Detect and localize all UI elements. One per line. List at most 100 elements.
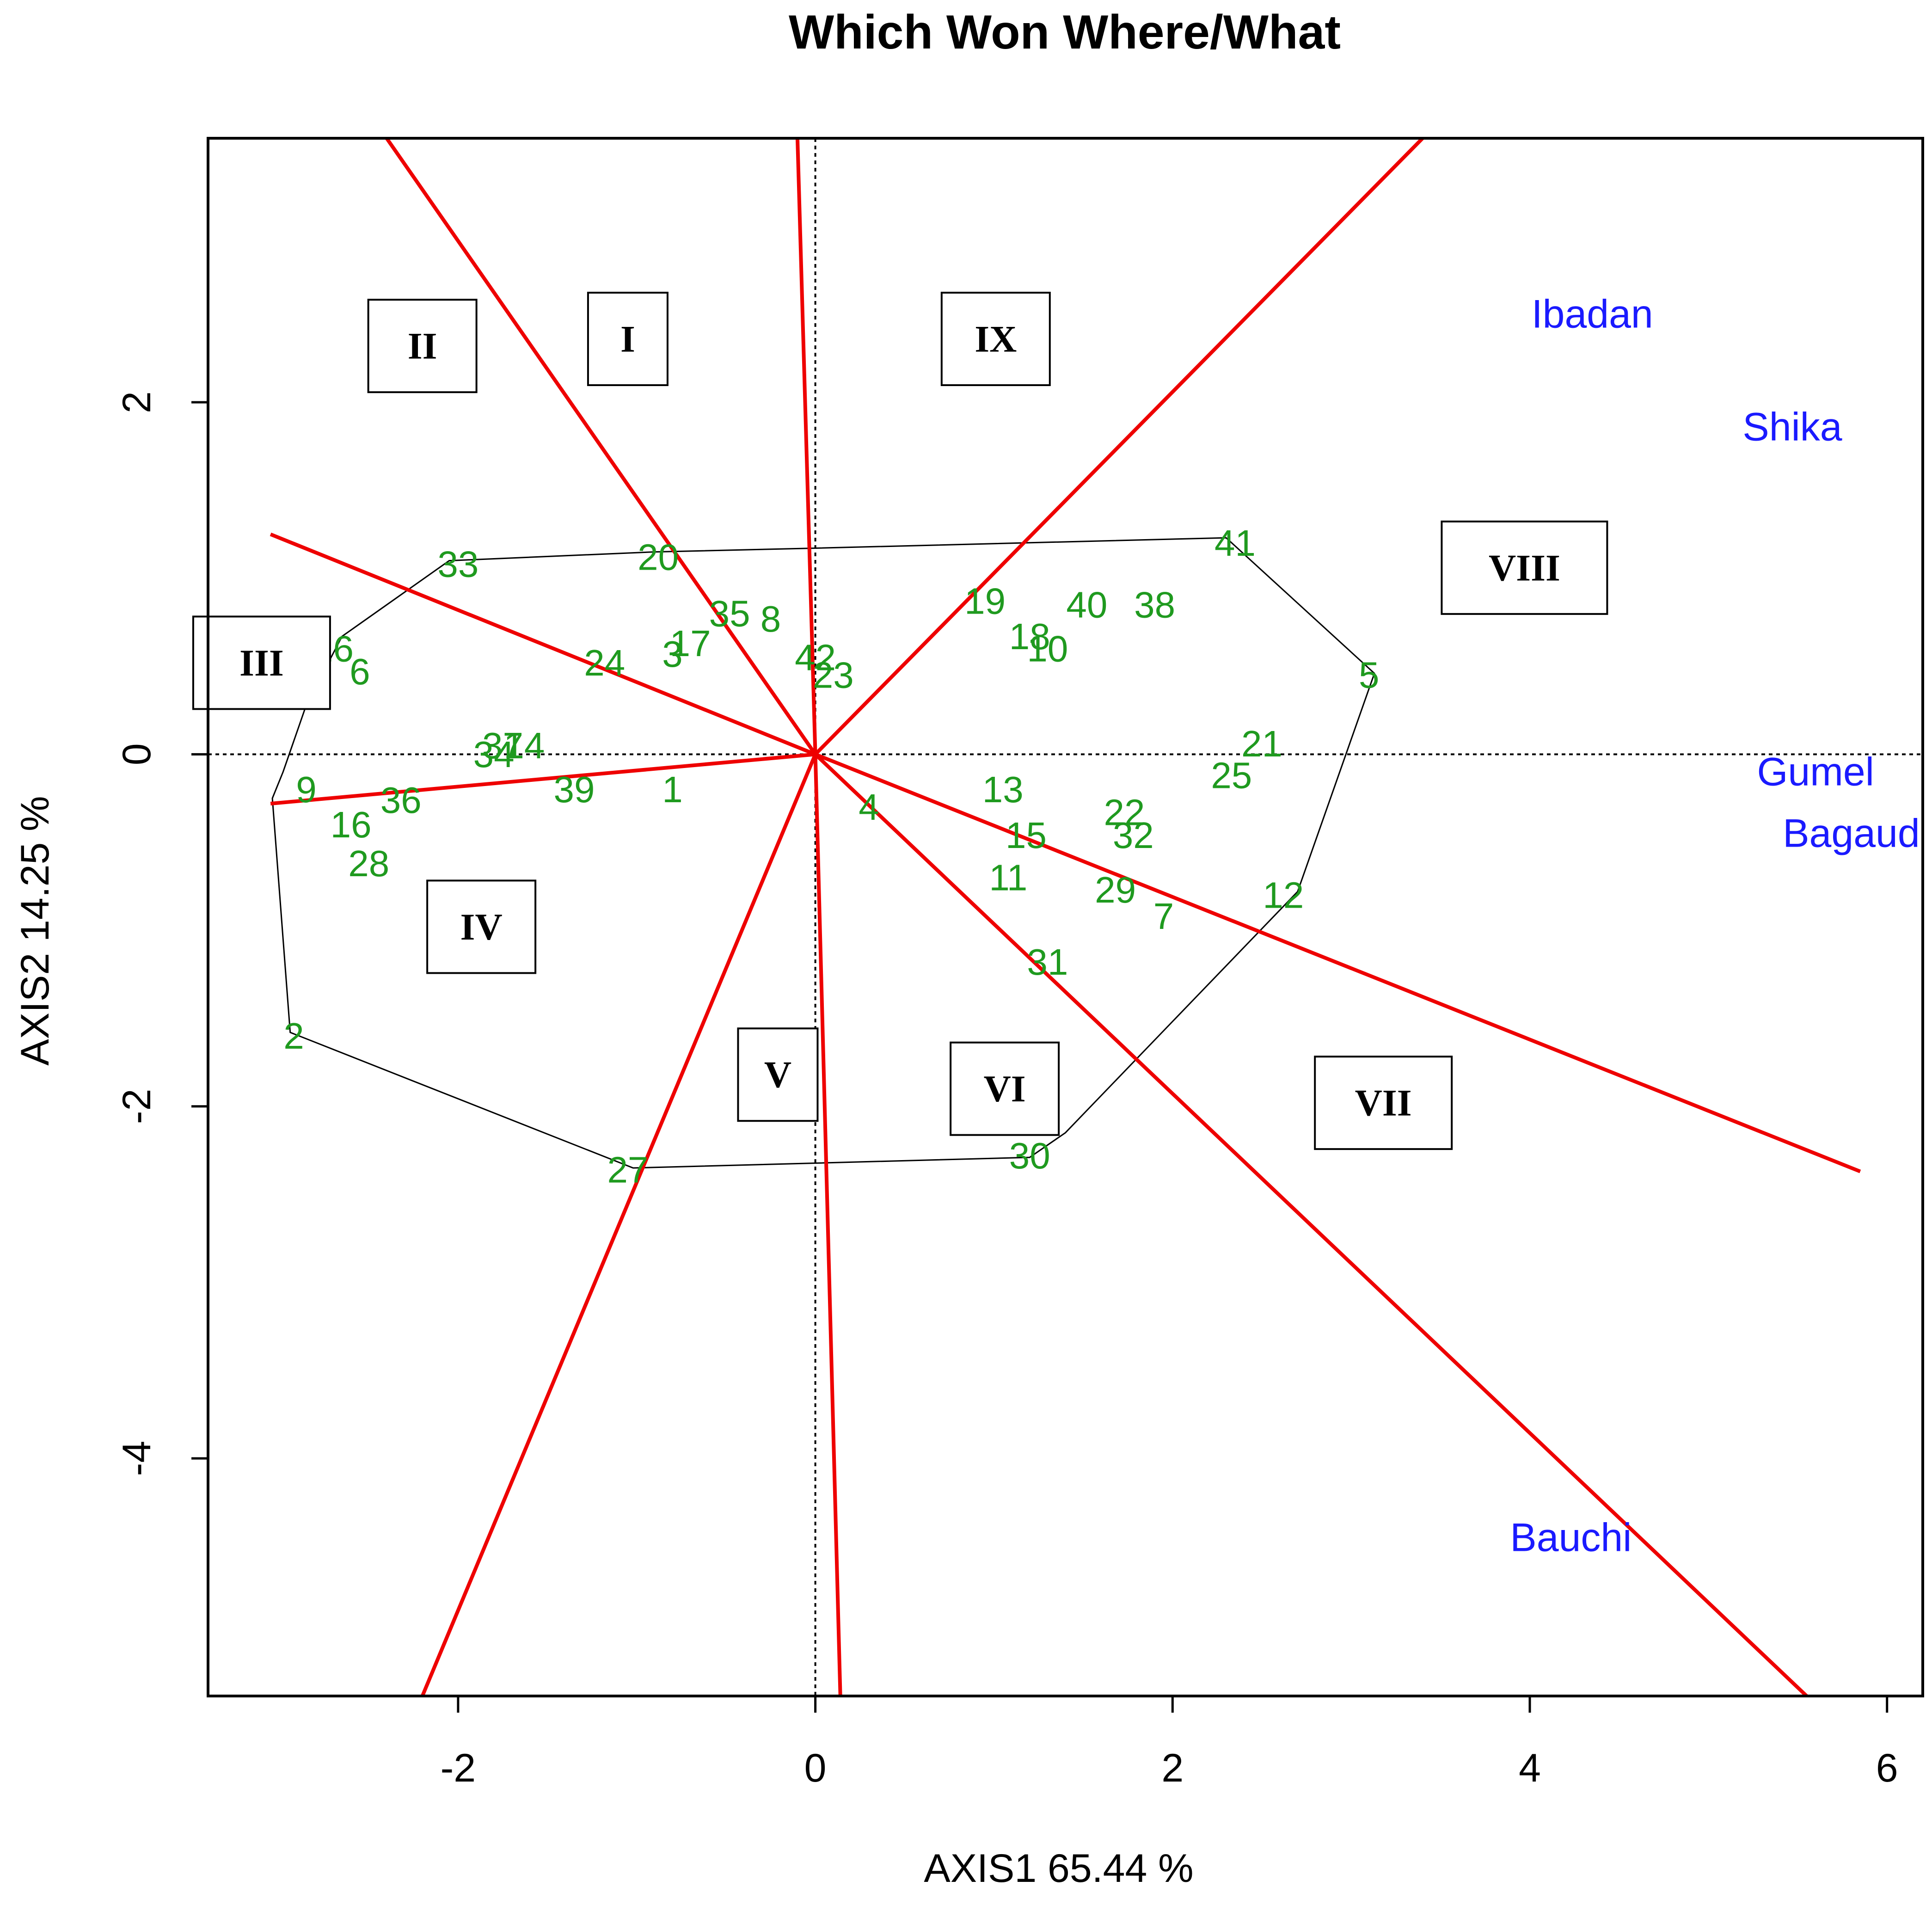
genotype-label-5: 5 bbox=[1359, 655, 1380, 696]
sector-box-border bbox=[940, 291, 1051, 386]
genotype-label-11: 11 bbox=[989, 857, 1027, 898]
genotype-label-16: 16 bbox=[331, 804, 372, 845]
x-axis: -2 0 2 4 6 bbox=[441, 1696, 1898, 1790]
sector-box-border bbox=[1441, 520, 1608, 615]
sector-box-vi: VI bbox=[950, 1041, 1060, 1136]
genotype-label-13: 13 bbox=[982, 769, 1024, 810]
sector-box-ii: II bbox=[367, 299, 478, 393]
genotype-label-39: 39 bbox=[554, 769, 595, 810]
genotype-label-22: 22 bbox=[1104, 792, 1145, 833]
genotype-label-10: 10 bbox=[1027, 628, 1068, 669]
sector-box-viii: VIII bbox=[1441, 520, 1608, 615]
sector-label-viii: VIII bbox=[1489, 547, 1560, 589]
hull-polygon bbox=[271, 537, 1375, 1169]
sector-label-iv: IV bbox=[460, 906, 503, 948]
sector-box-iii: III bbox=[192, 615, 331, 710]
genotype-label-37: 37 bbox=[482, 725, 523, 766]
convex-hull bbox=[271, 537, 1375, 1169]
y-tick-label: 2 bbox=[115, 391, 159, 413]
genotype-label-35: 35 bbox=[709, 593, 750, 634]
genotype-label-23: 23 bbox=[813, 655, 854, 696]
sector-label-iii: III bbox=[239, 642, 284, 684]
x-tick-label: 4 bbox=[1519, 1746, 1541, 1790]
sector-box-i: I bbox=[587, 291, 669, 386]
plot-frame bbox=[207, 137, 1924, 1697]
genotype-label-21: 21 bbox=[1241, 723, 1282, 764]
genotype-label-38: 38 bbox=[1134, 584, 1175, 625]
sector-ray-2 bbox=[270, 532, 816, 756]
genotype-label-41: 41 bbox=[1214, 522, 1256, 564]
genotype-label-36: 36 bbox=[380, 780, 422, 821]
genotype-label-32: 32 bbox=[1113, 815, 1154, 856]
genotype-label-18: 18 bbox=[1009, 616, 1050, 657]
y-axis: -4 -2 0 2 bbox=[115, 391, 208, 1476]
sector-box-ix: IX bbox=[940, 291, 1051, 386]
genotype-label-8: 8 bbox=[761, 598, 781, 639]
sector-ray-4 bbox=[420, 753, 817, 1697]
sector-label-ii: II bbox=[408, 325, 437, 367]
sector-box-vii: VII bbox=[1314, 1056, 1453, 1150]
genotype-label-19: 19 bbox=[964, 581, 1006, 622]
sector-label-i: I bbox=[620, 318, 635, 360]
sector-ray-5 bbox=[813, 754, 842, 1696]
sector-ray-7 bbox=[815, 752, 1861, 1174]
sector-ray-9 bbox=[795, 138, 817, 755]
genotype-label-12: 12 bbox=[1263, 874, 1304, 916]
sector-box-iv: IV bbox=[426, 879, 537, 974]
genotype-label-30: 30 bbox=[1009, 1135, 1050, 1176]
genotype-label-2: 2 bbox=[283, 1015, 304, 1057]
reference-lines bbox=[208, 138, 1923, 1696]
x-tick-label: 2 bbox=[1161, 1746, 1184, 1790]
sector-box-border bbox=[1314, 1056, 1453, 1150]
environment-label-gumel: Gumel bbox=[1757, 750, 1874, 794]
environment-label-shika: Shika bbox=[1742, 405, 1842, 449]
environment-label-bagaud: Bagaud bbox=[1783, 811, 1920, 856]
genotype-label-14: 14 bbox=[503, 725, 545, 766]
y-tick-label: -2 bbox=[115, 1088, 159, 1124]
x-tick-label: 6 bbox=[1876, 1746, 1898, 1790]
sector-label-vii: VII bbox=[1355, 1082, 1412, 1124]
chart-title: Which Won Where/What bbox=[789, 6, 1341, 59]
genotype-label-24: 24 bbox=[584, 642, 625, 683]
sector-label-ix: IX bbox=[975, 318, 1017, 360]
genotype-label-17: 17 bbox=[670, 623, 711, 664]
genotype-label-27: 27 bbox=[607, 1149, 648, 1190]
sector-box-border bbox=[587, 291, 669, 386]
sector-label-vi: VI bbox=[984, 1068, 1026, 1110]
y-axis-label: AXIS2 14.25 % bbox=[13, 796, 57, 1065]
genotype-label-3: 3 bbox=[662, 633, 683, 675]
environment-label-bauchi: Bauchi bbox=[1510, 1515, 1631, 1560]
genotype-label-40: 40 bbox=[1066, 584, 1107, 625]
genotype-label-29: 29 bbox=[1095, 869, 1136, 910]
genotype-label-31: 31 bbox=[1027, 941, 1068, 983]
genotype-label-4: 4 bbox=[859, 787, 879, 828]
y-tick-label: -4 bbox=[115, 1441, 159, 1476]
genotype-label-7: 7 bbox=[1153, 896, 1174, 937]
genotype-label-1: 1 bbox=[662, 769, 683, 810]
sector-ray-8 bbox=[814, 137, 1424, 756]
sector-label-v: V bbox=[764, 1054, 791, 1096]
sector-ray-6 bbox=[814, 753, 1808, 1697]
sector-box-border bbox=[192, 615, 331, 710]
y-tick-label: 0 bbox=[115, 743, 159, 765]
environment-label-ibadan: Ibadan bbox=[1532, 292, 1653, 337]
sector-rays bbox=[270, 137, 1861, 1697]
environment-labels: Ibadan Shika Gumel Bagaud Bauchi bbox=[1510, 292, 1920, 1560]
x-tick-label: 0 bbox=[804, 1746, 827, 1790]
genotype-label-6: 6 bbox=[350, 651, 370, 692]
sector-box-border bbox=[950, 1041, 1060, 1136]
sector-box-v: V bbox=[737, 1027, 819, 1122]
x-tick-label: -2 bbox=[441, 1746, 476, 1790]
sector-ray-1 bbox=[385, 137, 817, 756]
genotype-label-9: 9 bbox=[296, 769, 317, 810]
genotype-label-33: 33 bbox=[437, 544, 478, 585]
genotype-label-20: 20 bbox=[638, 537, 679, 578]
genotype-label-42: 42 bbox=[795, 637, 836, 678]
sector-ray-3 bbox=[270, 752, 816, 805]
sector-box-border bbox=[737, 1027, 819, 1122]
x-axis-label: AXIS1 65.44 % bbox=[924, 1846, 1193, 1891]
genotype-label-34: 34 bbox=[473, 734, 515, 775]
genotype-label-15: 15 bbox=[1006, 815, 1047, 856]
